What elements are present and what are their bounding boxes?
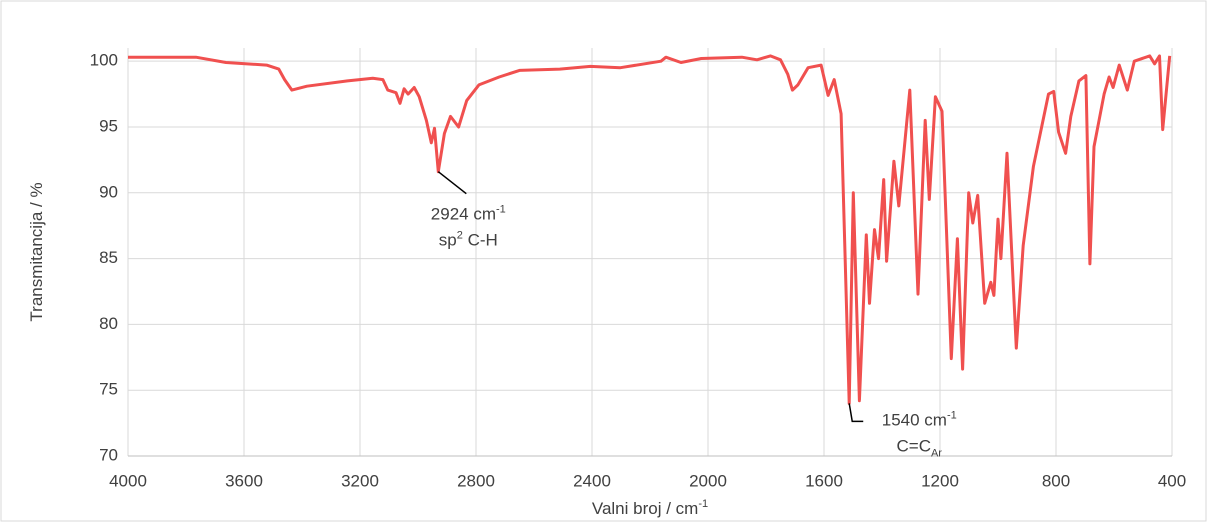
x-tick-label: 1200 bbox=[921, 471, 959, 490]
annotation-text-part: C=C bbox=[896, 437, 930, 456]
y-axis-title-part: Transmitancija / % bbox=[27, 182, 46, 321]
annotation-text: 2924 cm-1 bbox=[431, 204, 506, 225]
y-tick-label: 95 bbox=[99, 116, 118, 135]
x-tick-label: 2000 bbox=[689, 471, 727, 490]
annotation-leader bbox=[848, 403, 864, 423]
y-axis-title: Transmitancija / % bbox=[27, 182, 46, 321]
x-tick-label: 2400 bbox=[573, 471, 611, 490]
annotation-text-part: -1 bbox=[947, 409, 957, 421]
annotation-text-part: sp bbox=[439, 231, 457, 250]
annotation-text-part: -1 bbox=[496, 204, 506, 216]
x-tick-label: 4000 bbox=[109, 471, 147, 490]
annotation-leader bbox=[437, 171, 467, 195]
x-axis-title: Valni broj / cm-1 bbox=[592, 498, 708, 519]
annotation-text-part: 2 bbox=[457, 230, 463, 242]
annotation-text: sp2 C-H bbox=[439, 230, 498, 251]
x-tick-label: 2800 bbox=[457, 471, 495, 490]
annotation-text-part: 2924 cm bbox=[431, 205, 496, 224]
x-tick-label: 3200 bbox=[341, 471, 379, 490]
annotation-text-part: 1540 cm bbox=[882, 411, 947, 430]
x-tick-label: 800 bbox=[1042, 471, 1070, 490]
spectrum-line bbox=[128, 54, 1172, 405]
annotation-text-part: Ar bbox=[931, 447, 942, 459]
x-axis-title-part: -1 bbox=[698, 498, 708, 510]
y-tick-label: 75 bbox=[99, 380, 118, 399]
y-tick-label: 100 bbox=[90, 51, 118, 70]
x-tick-label: 3600 bbox=[225, 471, 263, 490]
annotation-text: 1540 cm-1 bbox=[882, 409, 957, 430]
x-axis-title-part: Valni broj / cm bbox=[592, 499, 698, 518]
y-tick-label: 85 bbox=[99, 248, 118, 267]
x-tick-label: 1600 bbox=[805, 471, 843, 490]
annotation-text-part: C-H bbox=[463, 231, 498, 250]
y-tick-label: 70 bbox=[99, 445, 118, 464]
y-tick-label: 90 bbox=[99, 182, 118, 201]
x-tick-label: 400 bbox=[1158, 471, 1186, 490]
y-tick-label: 80 bbox=[99, 314, 118, 333]
annotation-text: C=CAr bbox=[896, 437, 942, 459]
